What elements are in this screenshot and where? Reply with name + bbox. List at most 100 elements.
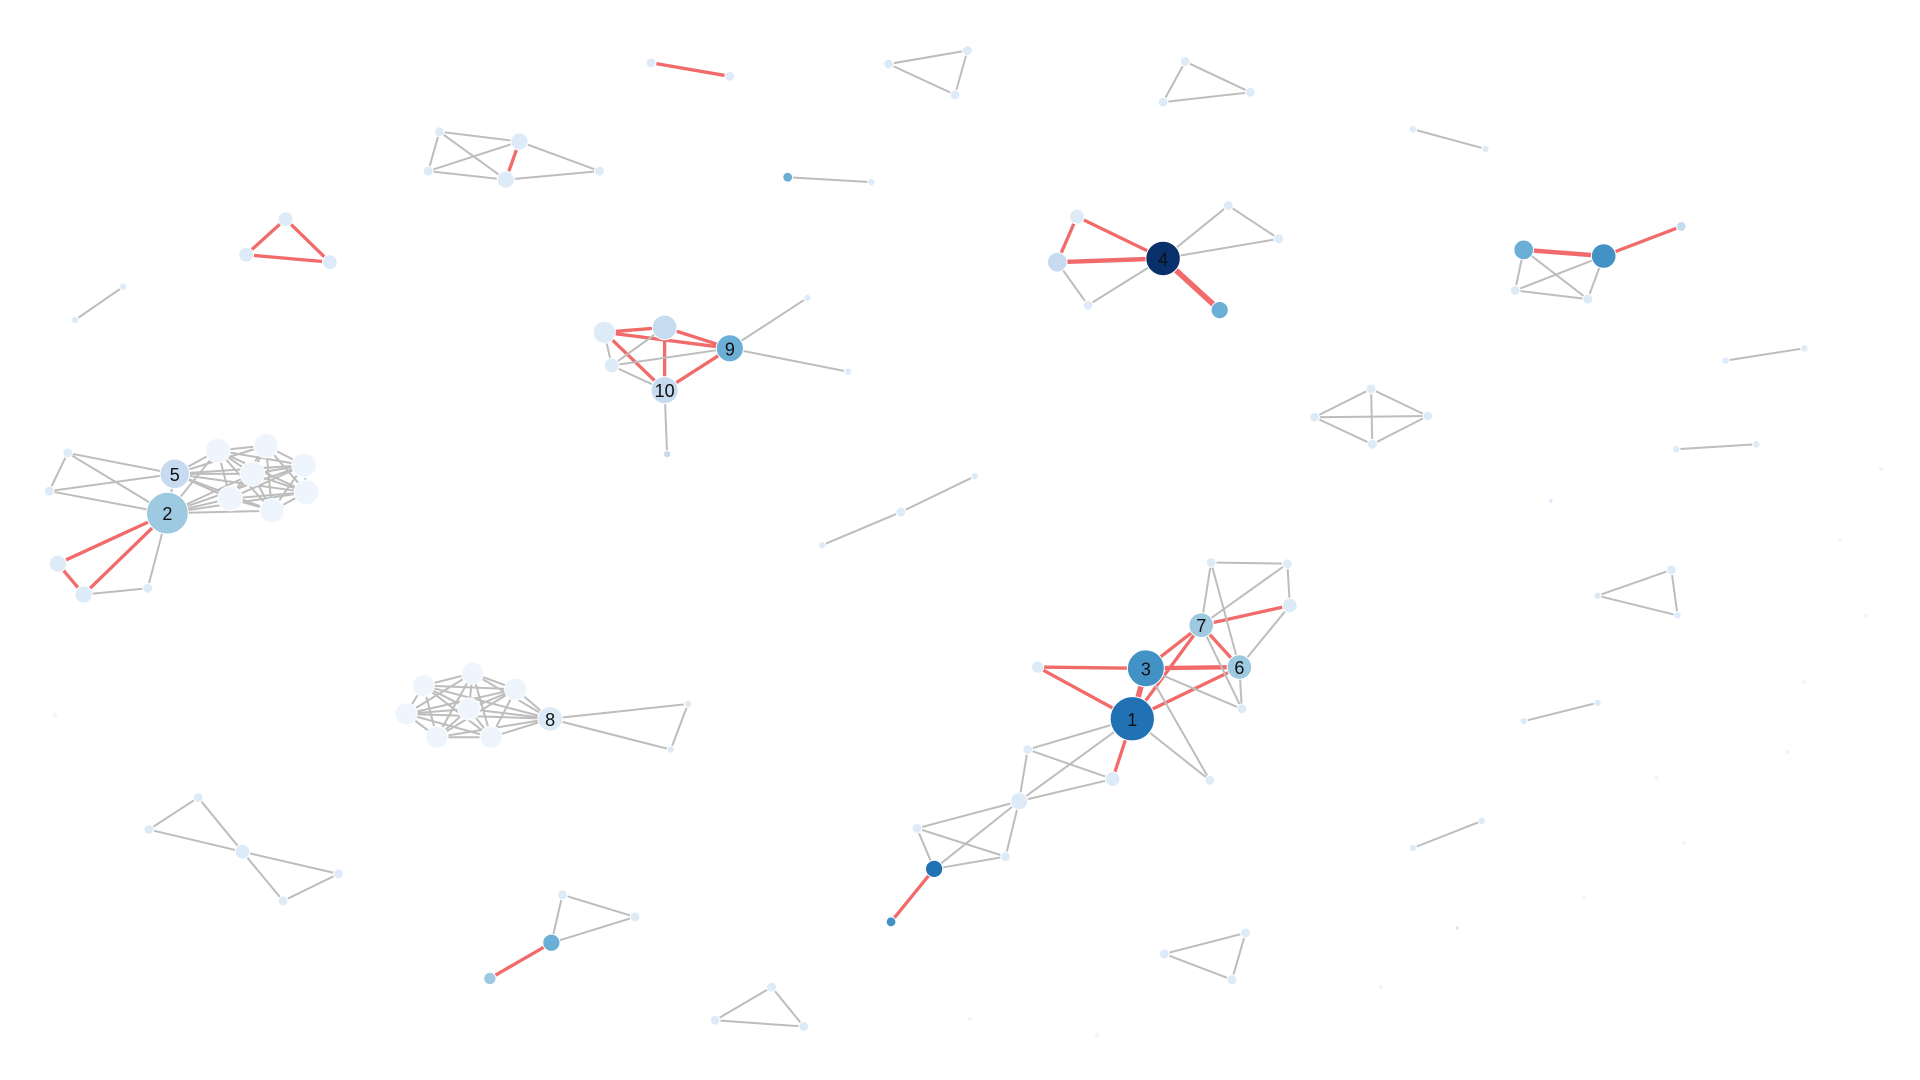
node[interactable] bbox=[1675, 221, 1687, 232]
labeled-node[interactable] bbox=[715, 334, 744, 363]
node[interactable] bbox=[949, 89, 961, 101]
node[interactable] bbox=[911, 822, 923, 834]
node[interactable] bbox=[1454, 925, 1461, 931]
node[interactable] bbox=[1408, 843, 1418, 853]
node[interactable] bbox=[74, 585, 93, 604]
node[interactable] bbox=[1408, 125, 1418, 134]
node[interactable] bbox=[662, 449, 672, 459]
node[interactable] bbox=[1665, 564, 1677, 576]
node[interactable] bbox=[70, 315, 80, 325]
node[interactable] bbox=[394, 702, 418, 726]
node[interactable] bbox=[277, 895, 289, 907]
node[interactable] bbox=[895, 506, 907, 518]
node[interactable] bbox=[1590, 243, 1617, 269]
node[interactable] bbox=[62, 447, 74, 459]
node[interactable] bbox=[1477, 816, 1487, 826]
node[interactable] bbox=[970, 472, 979, 481]
node[interactable] bbox=[557, 889, 568, 901]
node[interactable] bbox=[1204, 774, 1216, 786]
node[interactable] bbox=[1093, 1032, 1100, 1039]
node[interactable] bbox=[651, 314, 678, 341]
node[interactable] bbox=[961, 45, 973, 56]
node[interactable] bbox=[1581, 894, 1587, 901]
node[interactable] bbox=[277, 211, 294, 227]
node[interactable] bbox=[457, 697, 481, 721]
node[interactable] bbox=[496, 170, 515, 189]
node[interactable] bbox=[411, 673, 435, 698]
node[interactable] bbox=[1030, 660, 1045, 674]
node[interactable] bbox=[291, 452, 317, 479]
labeled-node[interactable] bbox=[1145, 240, 1181, 277]
node[interactable] bbox=[843, 367, 853, 376]
node[interactable] bbox=[1800, 344, 1809, 353]
node[interactable] bbox=[259, 497, 285, 524]
node[interactable] bbox=[1226, 974, 1238, 986]
labeled-node[interactable] bbox=[1126, 649, 1165, 688]
node[interactable] bbox=[867, 177, 876, 187]
node[interactable] bbox=[1022, 744, 1034, 755]
node[interactable] bbox=[817, 541, 827, 550]
labeled-node[interactable] bbox=[145, 491, 189, 535]
node[interactable] bbox=[1281, 597, 1298, 614]
node[interactable] bbox=[1205, 557, 1217, 568]
node[interactable] bbox=[321, 254, 338, 271]
node[interactable] bbox=[1547, 497, 1554, 504]
node[interactable] bbox=[766, 981, 778, 993]
node[interactable] bbox=[205, 437, 231, 464]
node[interactable] bbox=[1069, 208, 1085, 225]
node[interactable] bbox=[724, 70, 736, 82]
node[interactable] bbox=[1752, 440, 1761, 449]
node[interactable] bbox=[143, 824, 155, 835]
node[interactable] bbox=[253, 432, 279, 459]
node[interactable] bbox=[43, 485, 55, 497]
node[interactable] bbox=[1721, 356, 1730, 365]
node[interactable] bbox=[925, 859, 944, 879]
node[interactable] bbox=[1309, 411, 1320, 423]
labeled-node[interactable] bbox=[1226, 654, 1253, 680]
node[interactable] bbox=[333, 868, 344, 880]
node[interactable] bbox=[603, 357, 620, 374]
node[interactable] bbox=[803, 293, 812, 303]
labeled-node[interactable] bbox=[1109, 696, 1155, 742]
node[interactable] bbox=[1365, 383, 1377, 395]
node[interactable] bbox=[239, 461, 266, 487]
node[interactable] bbox=[1582, 293, 1594, 305]
node[interactable] bbox=[1672, 445, 1681, 454]
node[interactable] bbox=[1481, 144, 1490, 154]
node[interactable] bbox=[885, 916, 897, 928]
node[interactable] bbox=[118, 282, 128, 291]
node[interactable] bbox=[1104, 771, 1121, 787]
node[interactable] bbox=[142, 582, 154, 594]
node[interactable] bbox=[1593, 591, 1602, 600]
node[interactable] bbox=[422, 165, 434, 177]
node[interactable] bbox=[645, 57, 657, 69]
node[interactable] bbox=[782, 171, 794, 183]
node[interactable] bbox=[483, 971, 497, 986]
node[interactable] bbox=[542, 933, 561, 952]
node[interactable] bbox=[1377, 984, 1384, 991]
node[interactable] bbox=[709, 1014, 721, 1026]
node[interactable] bbox=[293, 479, 320, 506]
node[interactable] bbox=[593, 165, 605, 177]
labeled-node[interactable] bbox=[650, 376, 679, 405]
node[interactable] bbox=[1222, 200, 1234, 211]
node[interactable] bbox=[48, 554, 67, 573]
node[interactable] bbox=[1245, 86, 1256, 98]
node[interactable] bbox=[1240, 927, 1251, 939]
node[interactable] bbox=[510, 132, 529, 151]
node[interactable] bbox=[1236, 703, 1248, 715]
node[interactable] bbox=[52, 712, 59, 719]
node[interactable] bbox=[192, 792, 204, 803]
node[interactable] bbox=[433, 126, 445, 138]
node[interactable] bbox=[1210, 301, 1229, 320]
node[interactable] bbox=[217, 485, 243, 512]
node[interactable] bbox=[666, 745, 675, 754]
node[interactable] bbox=[1509, 285, 1521, 296]
node[interactable] bbox=[798, 1021, 810, 1032]
node[interactable] bbox=[1801, 678, 1808, 685]
node[interactable] bbox=[1680, 840, 1687, 847]
node[interactable] bbox=[1784, 749, 1791, 755]
node[interactable] bbox=[1009, 792, 1029, 811]
node[interactable] bbox=[1179, 56, 1191, 67]
node[interactable] bbox=[1046, 251, 1068, 273]
